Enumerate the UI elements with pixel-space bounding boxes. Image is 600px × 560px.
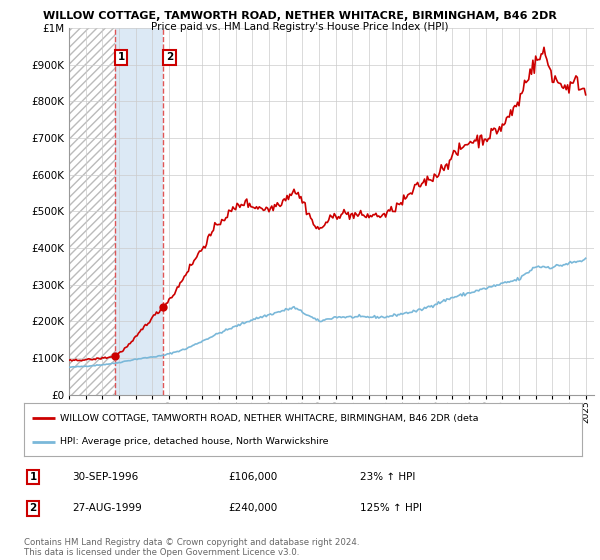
Text: 30-SEP-1996: 30-SEP-1996 — [72, 472, 138, 482]
Bar — [69, 28, 115, 395]
Bar — [69, 28, 115, 395]
Text: WILLOW COTTAGE, TAMWORTH ROAD, NETHER WHITACRE, BIRMINGHAM, B46 2DR (deta: WILLOW COTTAGE, TAMWORTH ROAD, NETHER WH… — [60, 414, 479, 423]
Text: 27-AUG-1999: 27-AUG-1999 — [72, 503, 142, 514]
Text: 125% ↑ HPI: 125% ↑ HPI — [360, 503, 422, 514]
Bar — [115, 28, 163, 395]
Text: Contains HM Land Registry data © Crown copyright and database right 2024.: Contains HM Land Registry data © Crown c… — [24, 538, 359, 547]
Text: 2: 2 — [166, 52, 173, 62]
Text: £240,000: £240,000 — [228, 503, 277, 514]
Text: Price paid vs. HM Land Registry's House Price Index (HPI): Price paid vs. HM Land Registry's House … — [151, 22, 449, 32]
Text: 1: 1 — [29, 472, 37, 482]
Text: This data is licensed under the Open Government Licence v3.0.: This data is licensed under the Open Gov… — [24, 548, 299, 557]
Text: 1: 1 — [118, 52, 125, 62]
Text: 2: 2 — [29, 503, 37, 514]
Text: 23% ↑ HPI: 23% ↑ HPI — [360, 472, 415, 482]
Text: £106,000: £106,000 — [228, 472, 277, 482]
Text: WILLOW COTTAGE, TAMWORTH ROAD, NETHER WHITACRE, BIRMINGHAM, B46 2DR: WILLOW COTTAGE, TAMWORTH ROAD, NETHER WH… — [43, 11, 557, 21]
Text: HPI: Average price, detached house, North Warwickshire: HPI: Average price, detached house, Nort… — [60, 437, 329, 446]
